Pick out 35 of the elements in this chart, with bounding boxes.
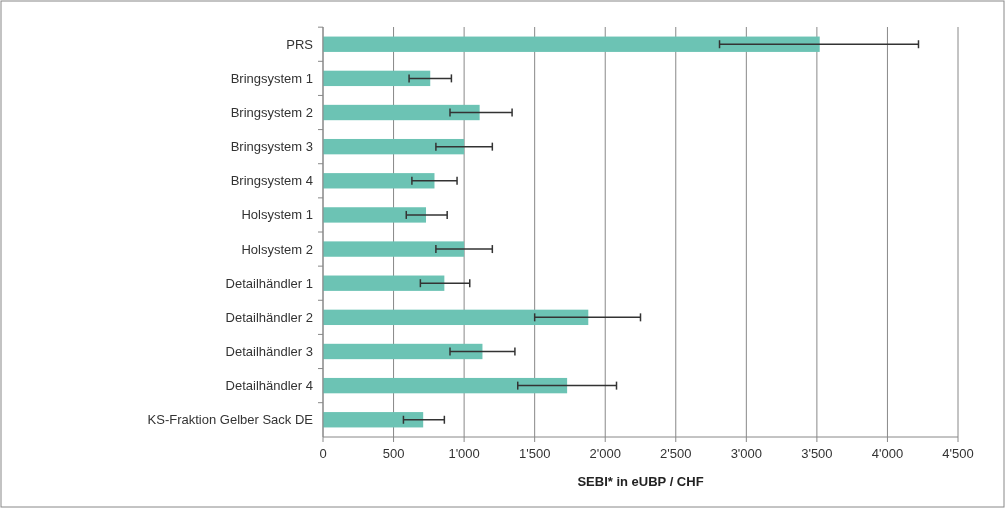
bar	[323, 343, 483, 360]
bar	[323, 173, 435, 189]
bar	[323, 138, 465, 155]
y-tick-label: Detailhändler 4	[225, 378, 313, 394]
y-tick-label: Detailhändler 3	[225, 344, 313, 360]
y-tick-label: Bringsystem 4	[230, 173, 313, 189]
bar	[323, 104, 480, 121]
bar	[323, 377, 568, 394]
y-tick-label: Holsystem 2	[241, 241, 313, 257]
bar	[323, 207, 427, 223]
bar	[323, 70, 431, 87]
bar	[323, 275, 445, 291]
x-tick-label: 3'000	[730, 446, 763, 461]
x-tick-label: 1'000	[448, 446, 480, 461]
x-tick-label: 4'000	[871, 446, 904, 461]
x-tick-label: 2'000	[589, 446, 621, 461]
y-tick-label: Bringsystem 2	[230, 105, 313, 121]
y-tick-label: Detailhändler 2	[225, 309, 313, 325]
x-axis-title: SEBI* in eUBP / CHF	[577, 474, 704, 489]
x-tick-label: 4'500	[942, 446, 974, 461]
bar	[323, 309, 589, 326]
y-tick-label: Holsystem 1	[241, 207, 313, 223]
y-tick-label: Bringsystem 3	[230, 139, 313, 155]
bar	[323, 241, 465, 257]
y-tick-label: KS-Fraktion Gelber Sack DE	[147, 412, 314, 428]
bar	[323, 36, 820, 52]
x-tick-label: 500	[382, 446, 405, 461]
x-tick-label: 2'500	[660, 446, 692, 461]
x-tick-label: 1'500	[518, 446, 551, 461]
y-tick-label: PRS	[286, 36, 314, 52]
bar	[323, 412, 424, 428]
y-tick-label: Detailhändler 1	[225, 275, 313, 291]
y-tick-label: Bringsystem 1	[230, 70, 313, 86]
x-tick-label: 3'500	[801, 446, 833, 461]
x-tick-label: 0	[319, 446, 327, 461]
